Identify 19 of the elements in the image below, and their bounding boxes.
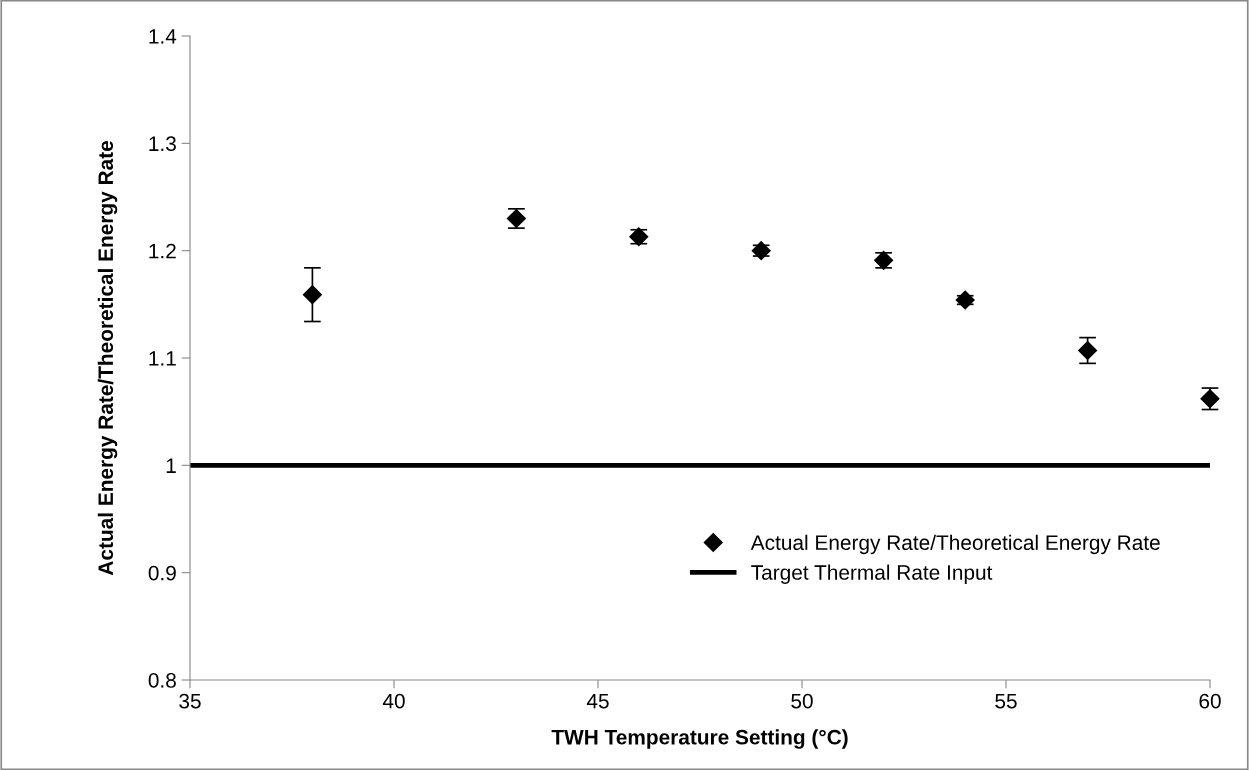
x-tick-label: 40	[382, 693, 405, 709]
x-tick-label: 35	[179, 693, 201, 709]
y-tick-label: 0.9	[148, 565, 176, 581]
x-tick-label: 45	[586, 693, 609, 709]
y-tick-label: 1.4	[149, 29, 177, 44]
y-tick-label: 0.8	[148, 673, 176, 688]
y-tick-label: 1.1	[149, 351, 176, 366]
x-tick-label: 55	[995, 693, 1017, 709]
y-tick-label: 1.3	[149, 136, 176, 152]
y-axis-title: Actual Energy Rate/Theoretical Energy Rate	[97, 141, 118, 576]
legend-label: Target Thermal Rate Input	[751, 564, 993, 584]
point	[1078, 340, 1098, 361]
x-tick-label: 60	[1199, 693, 1221, 709]
y-tick-label: 1	[166, 458, 176, 473]
x-tick-label: 50	[791, 693, 813, 709]
legend-label: Actual Energy Rate/Theoretical Energy Rate	[750, 534, 1160, 555]
point	[302, 285, 322, 305]
x-axis-title: TWH Temperature Setting (°C)	[551, 729, 848, 749]
y-tick-label: 1.2	[149, 243, 176, 259]
